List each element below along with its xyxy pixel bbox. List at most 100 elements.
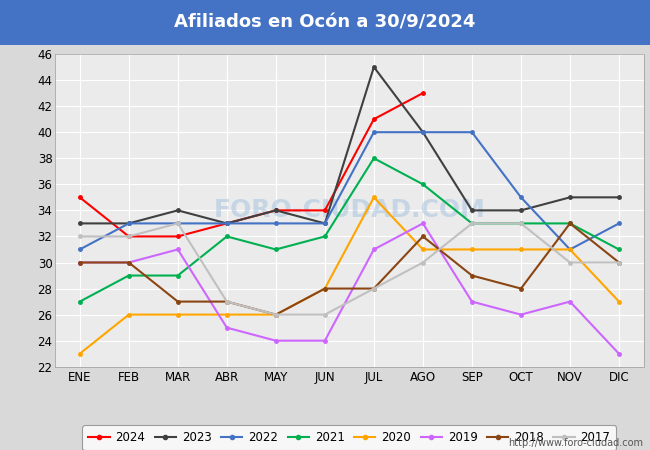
2020 bbox=[174, 312, 182, 317]
2022 bbox=[615, 220, 623, 226]
2022 bbox=[321, 220, 329, 226]
2020 bbox=[272, 312, 280, 317]
2020 bbox=[517, 247, 525, 252]
Line: 2023: 2023 bbox=[78, 65, 621, 225]
2018 bbox=[272, 312, 280, 317]
2022 bbox=[223, 220, 231, 226]
2022 bbox=[174, 220, 182, 226]
2019 bbox=[125, 260, 133, 265]
2019 bbox=[566, 299, 574, 304]
2020 bbox=[370, 195, 378, 200]
2019 bbox=[517, 312, 525, 317]
2020 bbox=[76, 351, 84, 356]
Line: 2017: 2017 bbox=[78, 222, 621, 316]
2021 bbox=[125, 273, 133, 278]
2023 bbox=[566, 195, 574, 200]
2017 bbox=[223, 299, 231, 304]
2018 bbox=[174, 299, 182, 304]
2024 bbox=[125, 234, 133, 239]
2018 bbox=[419, 234, 427, 239]
2017 bbox=[517, 220, 525, 226]
2023 bbox=[370, 64, 378, 70]
Line: 2024: 2024 bbox=[78, 91, 424, 238]
Text: FORO-CIUDAD.COM: FORO-CIUDAD.COM bbox=[213, 198, 486, 222]
2021 bbox=[76, 299, 84, 304]
2018 bbox=[566, 220, 574, 226]
2023 bbox=[76, 220, 84, 226]
2022 bbox=[468, 130, 476, 135]
2020 bbox=[419, 247, 427, 252]
2019 bbox=[419, 220, 427, 226]
2022 bbox=[566, 247, 574, 252]
2018 bbox=[468, 273, 476, 278]
2019 bbox=[370, 247, 378, 252]
2020 bbox=[468, 247, 476, 252]
2017 bbox=[125, 234, 133, 239]
2017 bbox=[174, 220, 182, 226]
2022 bbox=[125, 220, 133, 226]
2020 bbox=[566, 247, 574, 252]
Legend: 2024, 2023, 2022, 2021, 2020, 2019, 2018, 2017: 2024, 2023, 2022, 2021, 2020, 2019, 2018… bbox=[83, 425, 616, 450]
2023 bbox=[272, 208, 280, 213]
2024 bbox=[174, 234, 182, 239]
2020 bbox=[615, 299, 623, 304]
2018 bbox=[76, 260, 84, 265]
2021 bbox=[468, 220, 476, 226]
2019 bbox=[468, 299, 476, 304]
2017 bbox=[321, 312, 329, 317]
2019 bbox=[272, 338, 280, 343]
2023 bbox=[223, 220, 231, 226]
2017 bbox=[566, 260, 574, 265]
2021 bbox=[615, 247, 623, 252]
2018 bbox=[223, 299, 231, 304]
Line: 2019: 2019 bbox=[78, 222, 621, 356]
2021 bbox=[370, 156, 378, 161]
2023 bbox=[321, 220, 329, 226]
2017 bbox=[370, 286, 378, 291]
2018 bbox=[615, 260, 623, 265]
2021 bbox=[174, 273, 182, 278]
2021 bbox=[419, 182, 427, 187]
2018 bbox=[370, 286, 378, 291]
2024 bbox=[321, 208, 329, 213]
2023 bbox=[517, 208, 525, 213]
2022 bbox=[76, 247, 84, 252]
2022 bbox=[517, 195, 525, 200]
2023 bbox=[615, 195, 623, 200]
2017 bbox=[76, 234, 84, 239]
2023 bbox=[174, 208, 182, 213]
2021 bbox=[566, 220, 574, 226]
2023 bbox=[468, 208, 476, 213]
Text: http://www.foro-ciudad.com: http://www.foro-ciudad.com bbox=[508, 438, 644, 448]
2024 bbox=[419, 90, 427, 96]
2019 bbox=[76, 260, 84, 265]
Line: 2021: 2021 bbox=[78, 157, 621, 303]
2017 bbox=[419, 260, 427, 265]
2024 bbox=[272, 208, 280, 213]
2021 bbox=[272, 247, 280, 252]
2020 bbox=[321, 286, 329, 291]
2024 bbox=[370, 117, 378, 122]
Text: Afiliados en Ocón a 30/9/2024: Afiliados en Ocón a 30/9/2024 bbox=[174, 14, 476, 32]
2018 bbox=[321, 286, 329, 291]
2017 bbox=[272, 312, 280, 317]
2022 bbox=[419, 130, 427, 135]
2021 bbox=[321, 234, 329, 239]
2019 bbox=[321, 338, 329, 343]
2022 bbox=[272, 220, 280, 226]
2023 bbox=[125, 220, 133, 226]
2019 bbox=[615, 351, 623, 356]
2018 bbox=[517, 286, 525, 291]
2020 bbox=[125, 312, 133, 317]
2024 bbox=[76, 195, 84, 200]
2021 bbox=[517, 220, 525, 226]
2019 bbox=[223, 325, 231, 330]
2023 bbox=[419, 130, 427, 135]
2017 bbox=[615, 260, 623, 265]
Line: 2022: 2022 bbox=[78, 130, 621, 251]
2022 bbox=[370, 130, 378, 135]
2017 bbox=[468, 220, 476, 226]
2019 bbox=[174, 247, 182, 252]
2024 bbox=[223, 220, 231, 226]
Line: 2018: 2018 bbox=[78, 222, 621, 316]
